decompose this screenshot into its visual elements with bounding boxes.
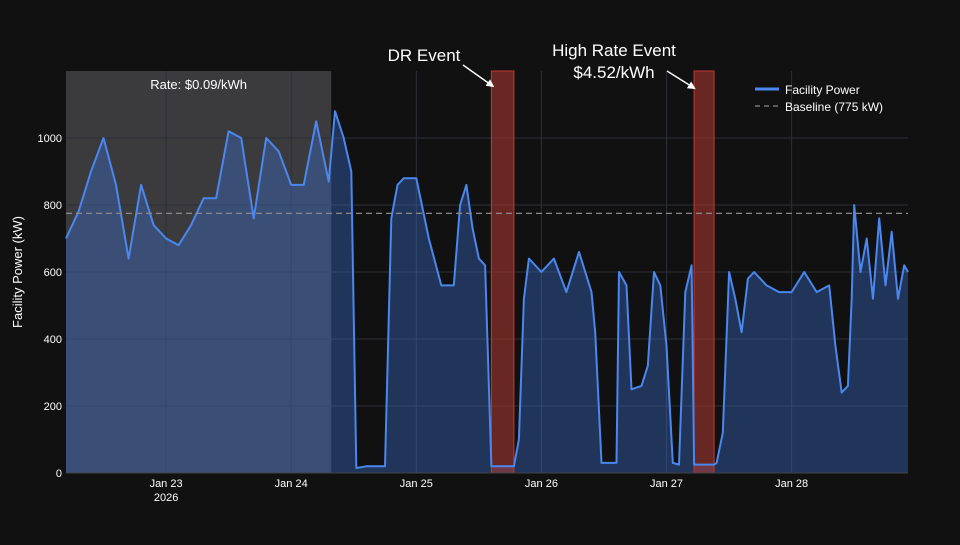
x-tick-label: Jan 24 — [275, 478, 308, 490]
rate-region-label: Rate: $0.09/kWh — [150, 77, 247, 92]
x-tick-label: Jan 25 — [400, 478, 433, 490]
x-tick-label: Jan 28 — [775, 478, 808, 490]
y-tick-label: 200 — [44, 401, 62, 413]
x-tick-label: Jan 26 — [525, 478, 558, 490]
event-band-0 — [490, 70, 515, 474]
event-band-1 — [693, 70, 715, 474]
y-tick-label: 1000 — [38, 133, 62, 145]
dr-event-arrow — [462, 64, 495, 88]
x-tick-year-label: 2026 — [154, 492, 178, 504]
high-rate-event-arrow — [666, 70, 696, 90]
high-rate-event-price-label: $4.52/kWh — [573, 63, 654, 82]
facility-power-area — [66, 111, 908, 473]
legend-facility-power-label: Facility Power — [785, 83, 860, 97]
y-tick-label: 600 — [44, 267, 62, 279]
high-rate-event-label: High Rate Event — [552, 41, 676, 60]
legend-baseline-label: Baseline (775 kW) — [785, 100, 883, 114]
x-tick-label: Jan 27 — [650, 478, 683, 490]
dr-event-label: DR Event — [388, 46, 461, 65]
x-tick-label: Jan 23 — [150, 478, 183, 490]
y-tick-label: 800 — [44, 200, 62, 212]
y-tick-label: 0 — [56, 468, 62, 480]
y-axis-label: Facility Power (kW) — [10, 216, 25, 328]
facility-power-line — [65, 110, 909, 469]
y-tick-label: 400 — [44, 334, 62, 346]
